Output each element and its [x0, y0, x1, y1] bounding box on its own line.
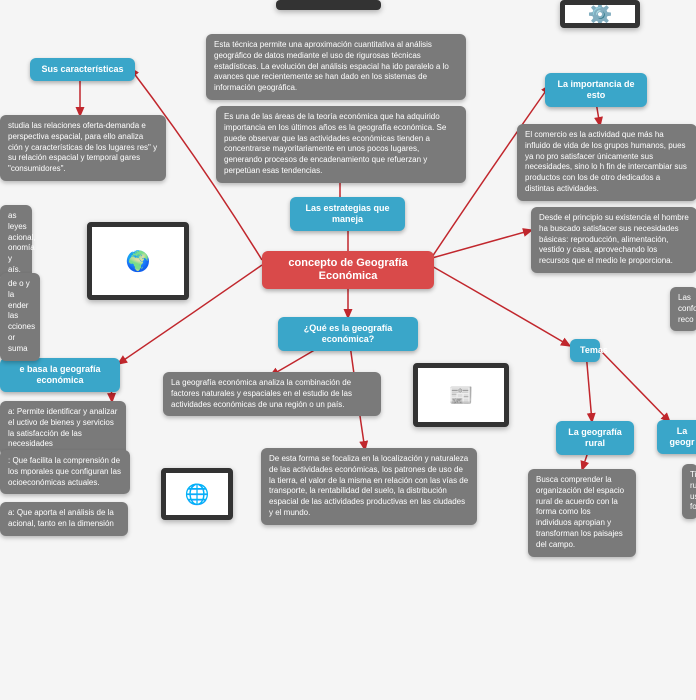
textbox-t14: Busca comprender la organización del esp…	[528, 469, 636, 557]
image-i1	[276, 0, 381, 10]
branch-node-temas[interactable]: Temas	[570, 339, 600, 362]
textbox-t7: a: Que aporta el análisis de la acional,…	[0, 502, 128, 536]
branch-node-geogr[interactable]: La geogr	[657, 420, 696, 454]
textbox-t1: Esta técnica permite una aproximación cu…	[206, 34, 466, 100]
textbox-t2: studia las relaciones oferta-demanda e p…	[0, 115, 166, 181]
branch-node-import[interactable]: La importancia de esto	[545, 73, 647, 107]
central-node[interactable]: concepto de Geografía Económica	[262, 251, 434, 289]
branch-node-base[interactable]: e basa la geografía económica	[0, 358, 120, 392]
textbox-t9: El comercio es la actividad que más ha i…	[517, 124, 696, 201]
image-i4: 📰	[413, 363, 509, 427]
mindmap-canvas: concepto de Geografía Económica Sus cara…	[0, 0, 696, 700]
textbox-t4: de o y la ender las cciones or suma	[0, 273, 40, 361]
branch-node-estrat[interactable]: Las estrategias que maneja	[290, 197, 405, 231]
textbox-t13: De esta forma se focaliza en la localiza…	[261, 448, 477, 525]
textbox-t15: Ti ru us fo	[682, 464, 696, 519]
image-i5: 🌐	[161, 468, 233, 520]
branch-node-rural[interactable]: La geografía rural	[556, 421, 634, 455]
textbox-t3: as leyes acional, onomía y aís.	[0, 205, 32, 282]
textbox-t12: La geografía económica analiza la combin…	[163, 372, 381, 416]
textbox-t6: : Que facilita la comprensión de los mpo…	[0, 450, 130, 494]
image-i3: 🌍	[87, 222, 189, 300]
textbox-t5: a: Permite identificar y analizar el uct…	[0, 401, 126, 456]
textbox-t10: Desde el principio su existencia el homb…	[531, 207, 696, 273]
image-i2: ⚙️	[560, 0, 640, 28]
textbox-t11: Las confo reco	[670, 287, 696, 331]
textbox-t8: Es una de las áreas de la teoría económi…	[216, 106, 466, 183]
branch-node-que[interactable]: ¿Qué es la geografía económica?	[278, 317, 418, 351]
branch-node-caract[interactable]: Sus características	[30, 58, 135, 81]
